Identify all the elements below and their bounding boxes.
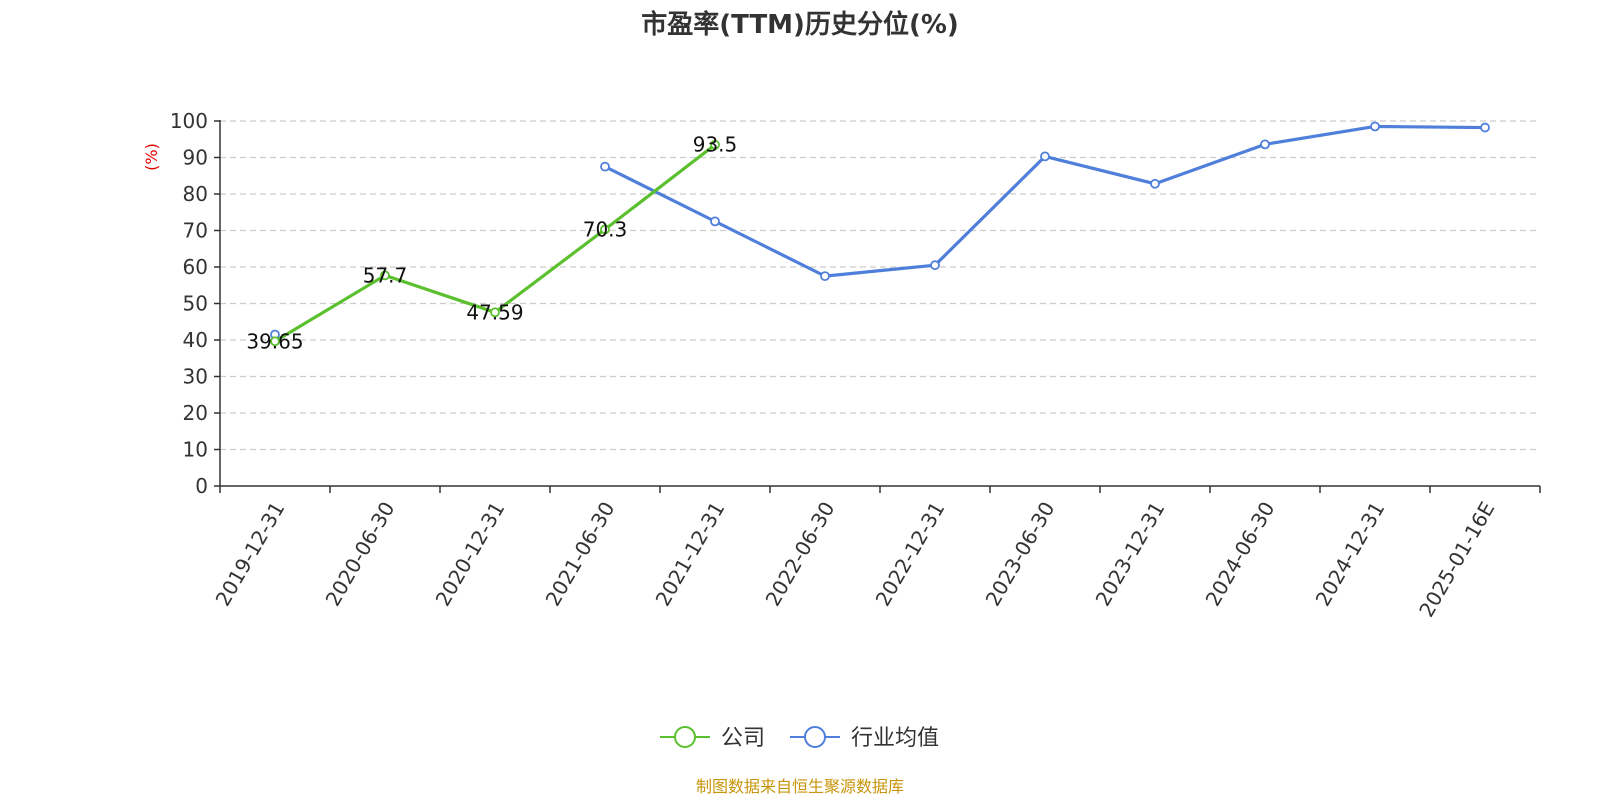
x-tick-label: 2020-12-31 — [431, 498, 510, 611]
data-point-1 — [1040, 151, 1050, 162]
x-tick-labels: 2019-12-31 2020-06-30 2020-12-31 2021-06-30… — [211, 498, 1500, 622]
data-point-0 — [490, 307, 500, 318]
x-tick-label: 2024-06-30 — [1201, 498, 1280, 611]
y-tick-labels: 0 10 20 30 40 50 60 70 80 90 100 — [170, 109, 208, 498]
data-point-0 — [380, 270, 390, 281]
y-tick-label: 70 — [183, 219, 208, 243]
data-point-1 — [1260, 139, 1270, 150]
source-note: 制图数据来自恒生聚源数据库 — [696, 777, 904, 796]
legend: 公司 行业均值 — [660, 726, 939, 751]
x-tick-label: 2023-12-31 — [1091, 498, 1170, 611]
data-label: 57.7 — [363, 263, 408, 287]
y-tick-label: 50 — [183, 292, 208, 316]
x-tick-label: 2020-06-30 — [321, 498, 400, 611]
legend-label: 行业均值 — [851, 726, 939, 751]
data-point-1 — [930, 260, 940, 271]
data-label: 70.3 — [583, 217, 628, 241]
legend-marker-icon — [674, 726, 696, 748]
axes — [214, 120, 1541, 493]
data-point-0 — [710, 139, 720, 150]
data-label: 39.65 — [246, 329, 303, 353]
data-point-1 — [1480, 122, 1490, 133]
x-tick-label: 2021-12-31 — [651, 498, 730, 611]
y-axis-unit-label: (%) — [142, 143, 161, 171]
data-label: 93.5 — [693, 133, 738, 157]
data-point-0 — [270, 336, 280, 347]
x-tick-label: 2022-06-30 — [761, 498, 840, 611]
data-labels: 39.65 57.7 47.59 70.3 93.5 — [246, 133, 737, 354]
grid-lines — [220, 120, 1540, 451]
y-tick-label: 10 — [183, 438, 208, 462]
x-tick-label: 2019-12-31 — [211, 498, 290, 611]
data-point-1 — [600, 161, 610, 172]
data-point-1 — [710, 216, 720, 227]
data-point-1 — [1150, 178, 1160, 189]
series-lines — [273, 124, 1487, 343]
x-tick-label: 2023-06-30 — [981, 498, 1060, 611]
y-tick-label: 20 — [183, 401, 208, 425]
y-tick-label: 60 — [183, 255, 208, 279]
series-points — [270, 121, 1490, 347]
y-tick-label: 40 — [183, 328, 208, 352]
data-point-1 — [820, 271, 830, 282]
x-tick-label: 2024-12-31 — [1311, 498, 1390, 611]
chart-title: 市盈率(TTM)历史分位(%) — [641, 9, 959, 40]
y-tick-label: 30 — [183, 365, 208, 389]
legend-marker-icon — [804, 726, 826, 748]
data-point-0 — [600, 224, 610, 235]
y-tick-label: 100 — [170, 109, 208, 133]
data-label: 47.59 — [466, 300, 523, 324]
data-point-1 — [1370, 121, 1380, 132]
y-tick-label: 80 — [183, 182, 208, 206]
legend-label: 公司 — [721, 726, 765, 751]
x-tick-label: 2022-12-31 — [871, 498, 950, 611]
x-tick-label: 2021-06-30 — [541, 498, 620, 611]
x-tick-label: 2025-01-16E — [1414, 498, 1499, 622]
y-tick-label: 0 — [195, 474, 208, 498]
y-tick-label: 90 — [183, 146, 208, 170]
